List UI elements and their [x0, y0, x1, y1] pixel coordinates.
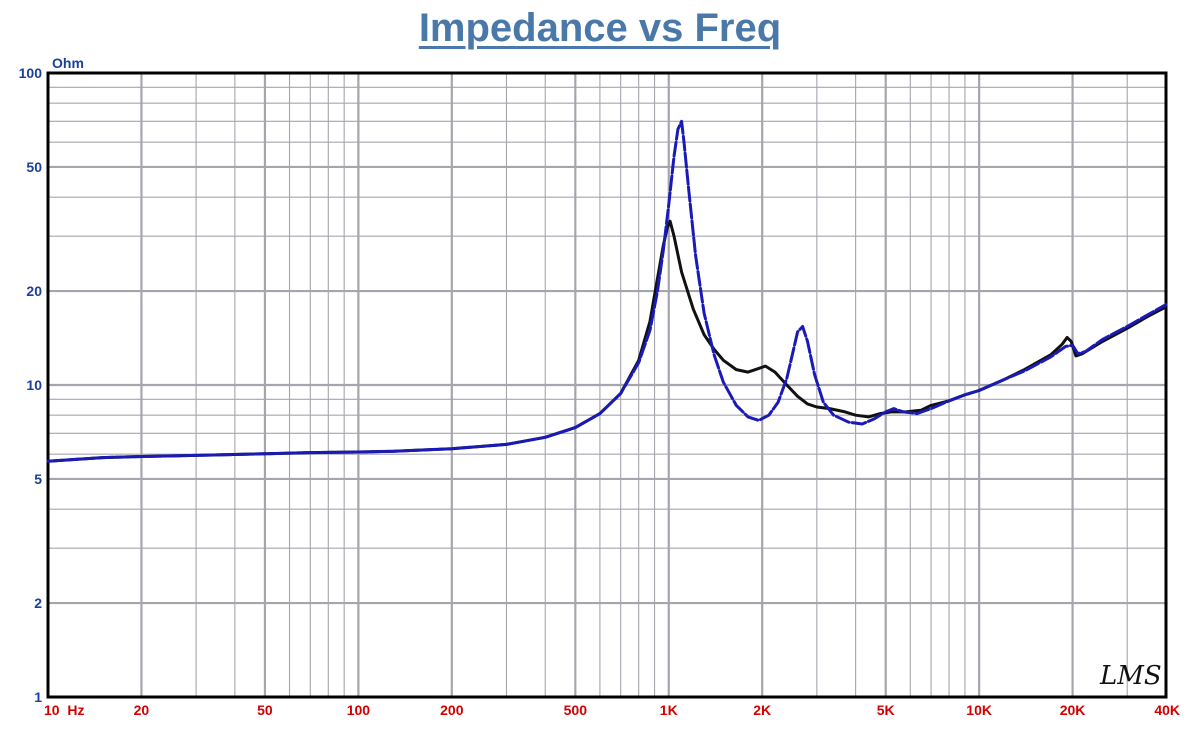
- plot-frame: [46, 71, 1168, 699]
- y-tick-label: 10: [26, 377, 42, 393]
- y-tick-labels: 1 2 5 10 20 50 100: [19, 65, 43, 705]
- impedance-curve-1: [46, 219, 1168, 463]
- x-tick-labels: 10 Hz 20 50 100 200 500 1K 2K 5K 10K 20K 40K: [44, 702, 1180, 718]
- y-axis-unit-label: Ohm: [52, 55, 84, 71]
- x-tick-label: 2K: [753, 702, 771, 718]
- x-tick-label: 5K: [877, 702, 895, 718]
- x-tick-label: 100: [347, 702, 371, 718]
- x-tick-label: 50: [257, 702, 273, 718]
- y-tick-label: 2: [34, 595, 42, 611]
- y-tick-label: 100: [19, 65, 43, 81]
- impedance-curve-2: [46, 119, 1168, 463]
- x-tick-label: 1K: [660, 702, 678, 718]
- x-tick-label: 20K: [1060, 702, 1086, 718]
- y-tick-label: 20: [26, 283, 42, 299]
- x-tick-label: 200: [440, 702, 464, 718]
- grid-layer: [48, 73, 1166, 697]
- x-tick-label: 10 Hz: [44, 702, 84, 718]
- series-layer: [46, 119, 1168, 463]
- chart-title: Impedance vs Freq: [418, 6, 782, 50]
- x-tick-label: 500: [564, 702, 588, 718]
- x-tick-label: 10K: [966, 702, 992, 718]
- x-tick-label: 20: [134, 702, 150, 718]
- y-tick-label: 1: [34, 689, 42, 705]
- y-tick-label: 50: [26, 159, 42, 175]
- x-tick-label: 40K: [1154, 702, 1180, 718]
- y-tick-label: 5: [34, 471, 42, 487]
- lms-logo: LMS: [1099, 661, 1162, 691]
